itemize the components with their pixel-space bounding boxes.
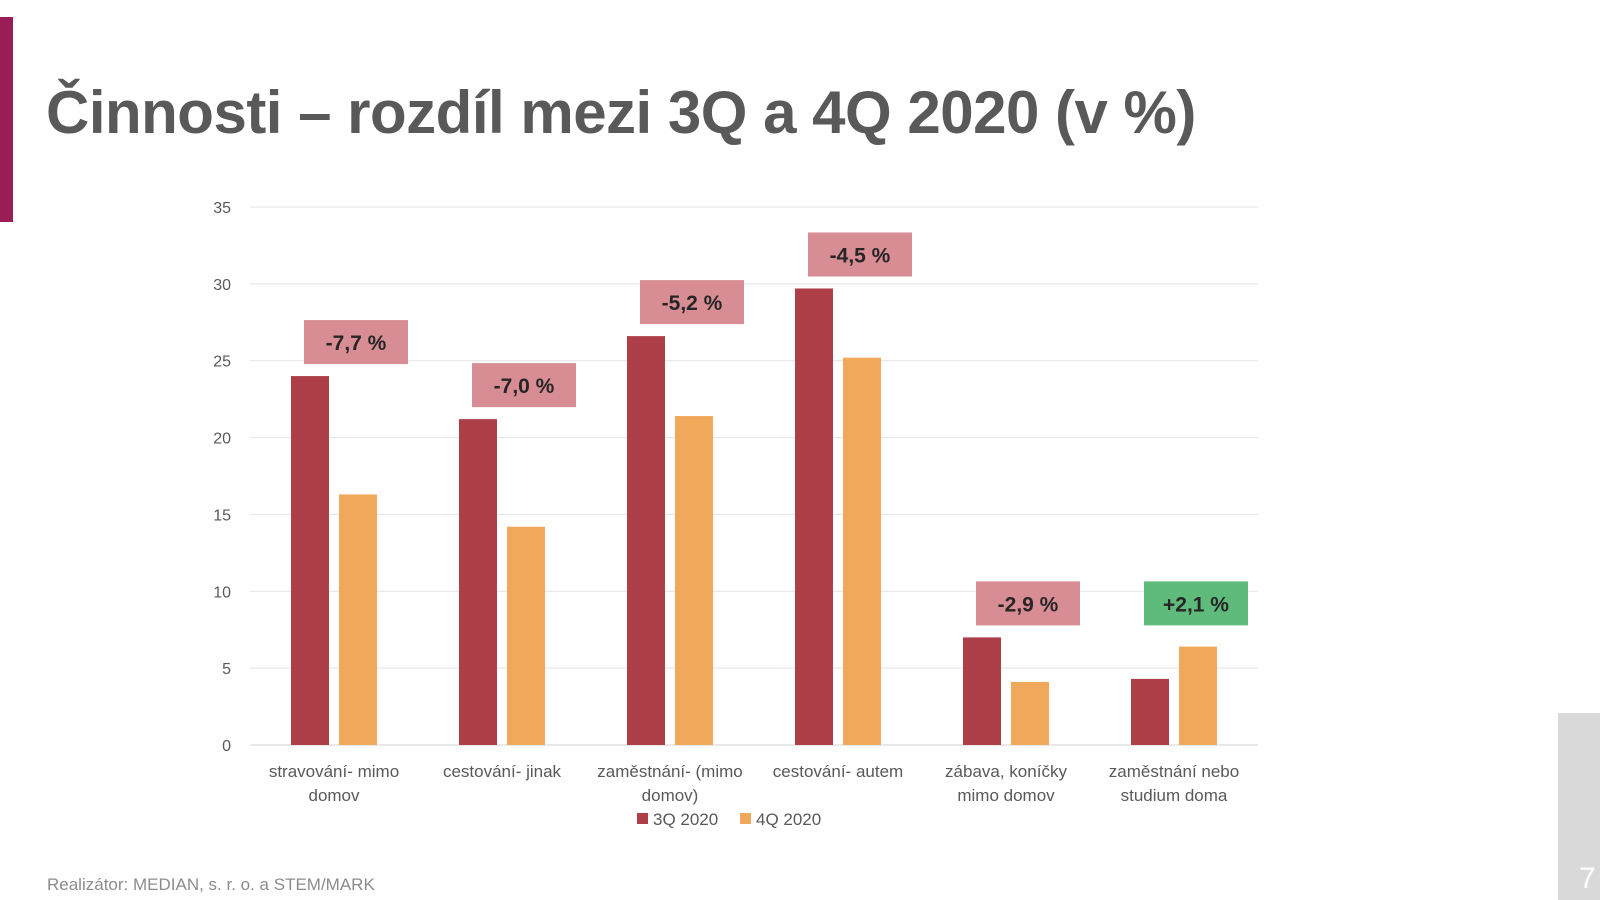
y-tick-label: 10 xyxy=(213,584,231,601)
bar-4q xyxy=(1179,646,1217,745)
page-number-bar xyxy=(1558,713,1600,900)
footer-credit: Realizátor: MEDIAN, s. r. o. a STEM/MARK xyxy=(47,875,375,894)
page-title: Činnosti – rozdíl mezi 3Q a 4Q 2020 (v %… xyxy=(46,79,1196,146)
bar-3q xyxy=(291,376,329,745)
bar-3q xyxy=(963,637,1001,745)
x-category-label: cestování- autem xyxy=(773,762,903,781)
difference-callout-box xyxy=(976,581,1080,626)
bar-3q xyxy=(459,419,497,745)
bar-3q xyxy=(795,288,833,745)
difference-callout-label: +2,1 % xyxy=(1163,593,1229,616)
bar-3q xyxy=(1131,678,1169,745)
legend-swatch xyxy=(740,813,751,824)
difference-callout-label: -5,2 % xyxy=(662,292,723,315)
difference-callout-label: -7,7 % xyxy=(326,332,387,355)
y-tick-label: 25 xyxy=(213,354,231,371)
bar-4q xyxy=(1011,681,1049,745)
legend-label: 3Q 2020 xyxy=(653,810,718,829)
x-category-label: domov xyxy=(308,786,360,805)
difference-callout-label: -7,0 % xyxy=(494,375,555,398)
accent-bar xyxy=(0,17,13,222)
y-tick-label: 5 xyxy=(222,661,231,678)
bar-4q xyxy=(507,526,545,745)
y-tick-label: 30 xyxy=(213,277,231,294)
x-category-label: zaměstnání- (mimo xyxy=(597,762,742,781)
legend-swatch xyxy=(637,813,648,824)
y-tick-label: 15 xyxy=(213,507,231,524)
legend-label: 4Q 2020 xyxy=(756,810,821,829)
x-category-label: studium doma xyxy=(1121,786,1228,805)
bar-3q xyxy=(627,336,665,745)
difference-callout-box xyxy=(472,363,576,408)
x-category-label: stravování- mimo xyxy=(269,762,399,781)
x-category-label: domov) xyxy=(642,786,699,805)
x-category-label: cestování- jinak xyxy=(443,762,562,781)
x-category-label: zábava, koníčky xyxy=(945,762,1067,781)
difference-callout-box xyxy=(640,280,744,325)
bar-4q xyxy=(843,357,881,745)
difference-callout-label: -2,9 % xyxy=(998,593,1059,616)
page-number: 7 xyxy=(1579,862,1596,895)
x-category-label: mimo domov xyxy=(957,786,1055,805)
x-category-label: zaměstnání nebo xyxy=(1109,762,1239,781)
difference-callout-label: -4,5 % xyxy=(830,244,891,267)
y-tick-label: 0 xyxy=(222,738,231,755)
difference-callout-box xyxy=(304,320,408,365)
y-tick-label: 35 xyxy=(213,200,231,217)
y-tick-label: 20 xyxy=(213,431,231,448)
bar-4q xyxy=(675,416,713,745)
bar-4q xyxy=(339,494,377,745)
difference-callout-box xyxy=(1144,581,1248,626)
difference-callout-box xyxy=(808,232,912,277)
